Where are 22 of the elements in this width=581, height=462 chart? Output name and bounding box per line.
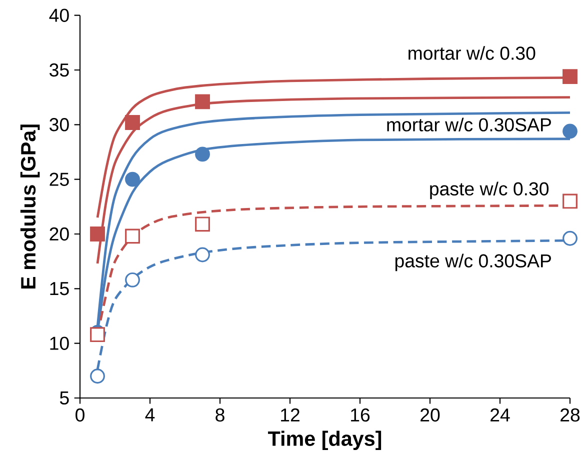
series-label: mortar w/c 0.30SAP <box>387 118 551 132</box>
x-tick-label: 28 <box>560 408 580 422</box>
y-tick-label: 25 <box>50 172 69 186</box>
y-tick-label: 30 <box>50 118 69 132</box>
y-tick-label: 35 <box>50 63 69 77</box>
series-label: mortar w/c 0.30 <box>408 46 536 60</box>
y-tick-label: 40 <box>49 8 69 22</box>
y-tick-label: 20 <box>50 227 69 241</box>
x-tick-label: 4 <box>145 408 155 422</box>
y-axis-title: E modulus [GPa] <box>20 124 40 289</box>
series-label: paste w/c 0.30 <box>430 182 549 200</box>
x-tick-label: 12 <box>281 408 300 422</box>
y-tick-label: 15 <box>50 282 69 296</box>
x-tick-label: 16 <box>351 408 370 422</box>
series-label: paste w/c 0.30SAP <box>395 254 551 272</box>
x-tick-label: 8 <box>216 408 224 422</box>
x-tick-label: 24 <box>490 408 510 422</box>
x-tick-label: 0 <box>76 408 84 422</box>
x-tick-label: 20 <box>420 408 440 422</box>
y-tick-label: 10 <box>50 336 69 350</box>
y-tick-label: 5 <box>60 391 69 405</box>
x-axis-title: Time [days] <box>268 430 382 450</box>
